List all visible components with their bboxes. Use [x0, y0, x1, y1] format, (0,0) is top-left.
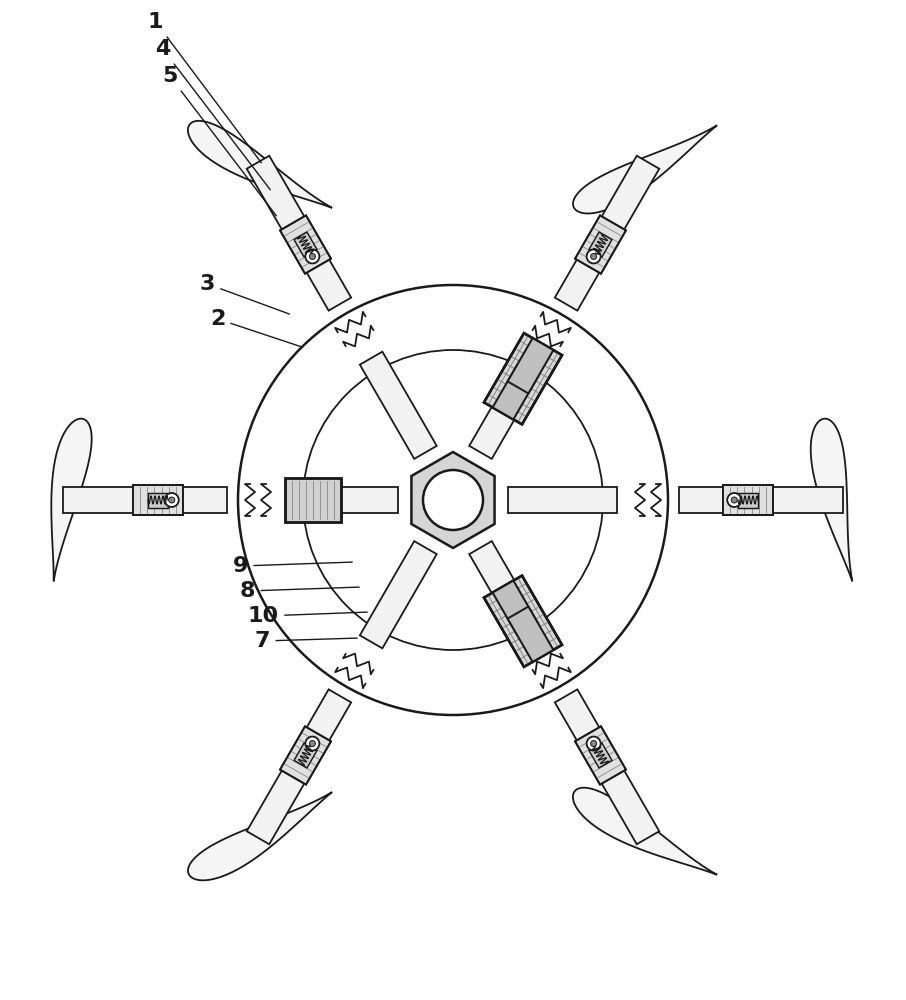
Polygon shape	[508, 487, 617, 513]
Polygon shape	[573, 125, 717, 213]
Text: 8: 8	[240, 581, 359, 601]
Polygon shape	[493, 581, 538, 636]
Circle shape	[303, 350, 603, 650]
Polygon shape	[294, 232, 317, 257]
Circle shape	[238, 285, 668, 715]
Polygon shape	[554, 689, 660, 844]
Polygon shape	[589, 743, 612, 768]
Circle shape	[728, 493, 741, 507]
Polygon shape	[188, 792, 332, 880]
Polygon shape	[484, 576, 562, 667]
Polygon shape	[738, 492, 758, 508]
Polygon shape	[360, 352, 437, 459]
Circle shape	[586, 737, 601, 751]
Circle shape	[591, 741, 597, 747]
Polygon shape	[280, 726, 331, 785]
Polygon shape	[811, 419, 853, 581]
Circle shape	[586, 249, 601, 263]
Polygon shape	[246, 689, 352, 844]
Circle shape	[423, 470, 483, 530]
Text: 7: 7	[255, 631, 357, 651]
Circle shape	[309, 741, 315, 747]
Text: 2: 2	[210, 309, 303, 347]
Polygon shape	[280, 215, 331, 274]
Polygon shape	[63, 487, 226, 513]
Polygon shape	[507, 607, 554, 662]
Polygon shape	[469, 352, 546, 459]
Text: 10: 10	[248, 606, 367, 626]
Circle shape	[165, 493, 178, 507]
Polygon shape	[52, 419, 92, 581]
Text: 1: 1	[148, 12, 261, 163]
Polygon shape	[469, 541, 546, 648]
Circle shape	[731, 497, 737, 503]
Polygon shape	[575, 215, 626, 274]
Polygon shape	[554, 156, 660, 311]
Text: 3: 3	[200, 274, 289, 314]
Text: 5: 5	[162, 66, 276, 216]
Text: 4: 4	[155, 39, 270, 190]
Polygon shape	[411, 452, 495, 548]
Polygon shape	[575, 726, 626, 785]
Polygon shape	[507, 338, 554, 393]
Polygon shape	[589, 232, 612, 257]
Polygon shape	[285, 478, 341, 522]
Circle shape	[305, 737, 320, 751]
Polygon shape	[680, 487, 843, 513]
Polygon shape	[133, 485, 183, 515]
Polygon shape	[573, 788, 717, 875]
Circle shape	[305, 249, 320, 263]
Polygon shape	[188, 121, 332, 208]
Polygon shape	[723, 485, 773, 515]
Polygon shape	[493, 364, 538, 419]
Text: 9: 9	[233, 556, 352, 576]
Polygon shape	[484, 333, 562, 424]
Circle shape	[591, 253, 597, 259]
Circle shape	[309, 253, 315, 259]
Polygon shape	[294, 743, 317, 768]
Polygon shape	[148, 493, 168, 508]
Polygon shape	[246, 156, 352, 311]
Polygon shape	[289, 487, 398, 513]
Polygon shape	[360, 541, 437, 648]
Circle shape	[169, 497, 175, 503]
